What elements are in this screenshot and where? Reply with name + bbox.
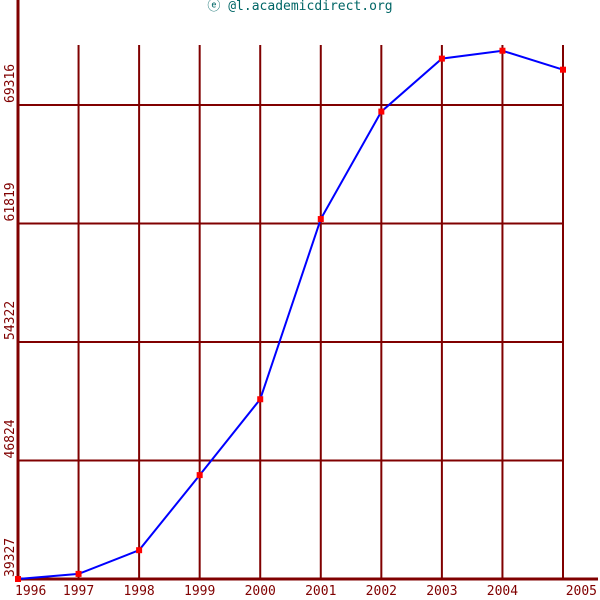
data-point-marker bbox=[378, 108, 385, 115]
data-point-marker bbox=[136, 547, 143, 554]
chart-grid bbox=[18, 45, 564, 579]
y-tick-label: 69316 bbox=[3, 64, 18, 103]
chart-labels: 1996 1997 1998 1999 2000 2001 2002 2003 2004 2005… bbox=[3, 64, 597, 599]
chart-series bbox=[15, 47, 566, 582]
data-point-marker bbox=[257, 396, 264, 403]
x-tick-label: 1997 bbox=[63, 584, 94, 599]
data-point-marker bbox=[196, 472, 203, 479]
x-tick-label: 1998 bbox=[123, 584, 154, 599]
chart-axes bbox=[16, 0, 598, 581]
x-tick-label: 1999 bbox=[184, 584, 215, 599]
data-point-marker bbox=[560, 66, 566, 73]
watermark-text: ⓔ @l.academicdirect.org bbox=[207, 0, 393, 14]
data-point-marker bbox=[15, 576, 21, 582]
x-tick-label: 2002 bbox=[366, 584, 397, 599]
x-tick-label: 2005 bbox=[566, 584, 597, 599]
y-tick-label: 46824 bbox=[3, 419, 18, 458]
y-tick-label: 54322 bbox=[3, 301, 18, 340]
data-point-marker bbox=[499, 47, 506, 54]
x-tick-label: 2003 bbox=[426, 584, 457, 599]
series-line bbox=[17, 49, 564, 580]
x-tick-label: 2004 bbox=[487, 584, 518, 599]
data-point-marker bbox=[317, 216, 324, 223]
data-point-marker bbox=[75, 570, 82, 577]
x-tick-label: 1996 bbox=[15, 584, 46, 599]
x-tick-label: 2001 bbox=[305, 584, 336, 599]
y-tick-label: 39327 bbox=[3, 538, 18, 577]
y-tick-label: 61819 bbox=[3, 182, 18, 221]
x-tick-label: 2000 bbox=[245, 584, 276, 599]
data-point-marker bbox=[438, 55, 445, 62]
